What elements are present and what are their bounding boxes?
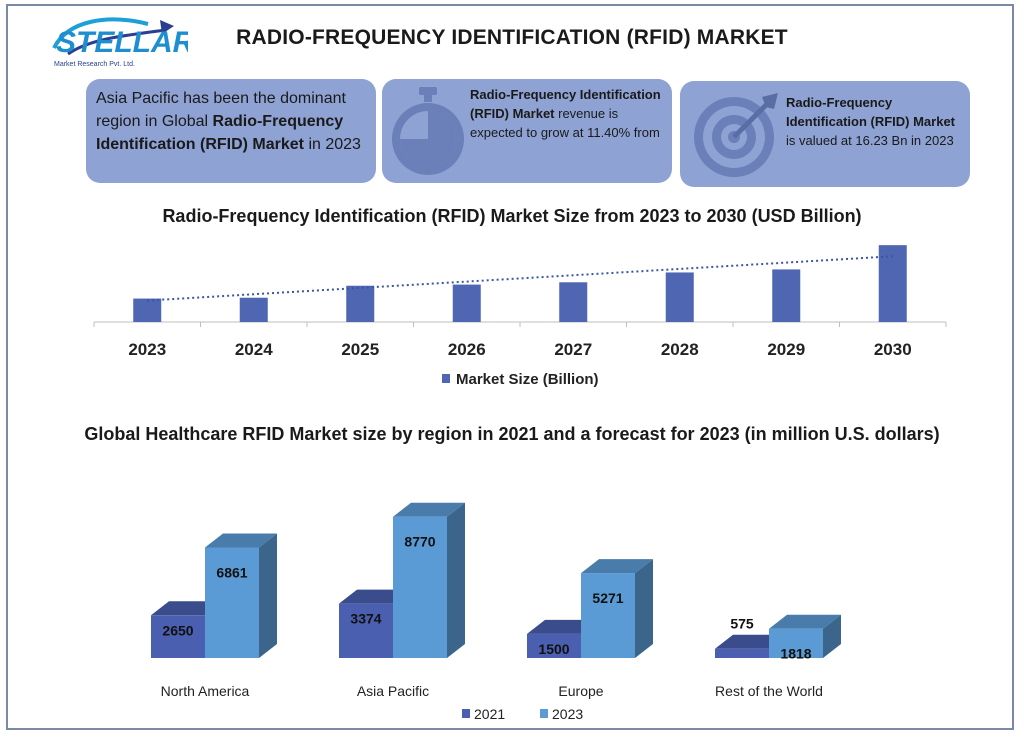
legend-label: 2021 xyxy=(474,706,505,722)
card-text-run: Asia Pacific has been the dominant regio… xyxy=(96,90,346,130)
x-tick-label: 2026 xyxy=(448,340,486,359)
data-label: 1500 xyxy=(538,641,569,657)
bar-2025 xyxy=(346,285,375,322)
bar-2021 xyxy=(527,633,581,658)
info-card-dominant-region: Asia Pacific has been the dominant regio… xyxy=(86,79,376,183)
x-tick-label: Europe xyxy=(558,683,603,699)
stellar-logo: STELLAR Market Research Pvt. Ltd. xyxy=(48,10,195,70)
data-label: 1818 xyxy=(780,646,811,662)
legend-swatch xyxy=(442,374,450,383)
info-card-market-value: Radio-Frequency Identification (RFID) Ma… xyxy=(680,81,970,187)
x-tick-label: 2028 xyxy=(661,340,699,359)
x-tick-label: 2030 xyxy=(874,340,912,359)
data-label: 575 xyxy=(730,616,754,632)
bar-side-2023 xyxy=(259,533,277,658)
card-text-bold: Radio-Frequency Identification (RFID) Ma… xyxy=(96,113,344,153)
bar-top-2023 xyxy=(769,614,841,629)
bar-top-2023 xyxy=(205,533,277,548)
bar-side-2023 xyxy=(635,559,653,658)
market-size-chart: 2023 2024 2025 2026 2027 2028 2029 2030 Market S… xyxy=(90,240,950,400)
bar-2023 xyxy=(205,547,259,658)
market-size-chart-title: Radio-Frequency Identification (RFID) Ma… xyxy=(162,206,862,226)
card-text-bold: Radio-Frequency Identification (RFID) Ma… xyxy=(470,87,661,121)
bar-top-2023 xyxy=(581,559,653,574)
card-text-run: is valued at 16.23 Bn in 2023 xyxy=(786,133,954,148)
bar-side-2023 xyxy=(447,502,465,658)
card-text-run: revenue is expected to grow at 11.40% fr… xyxy=(470,106,660,140)
x-tick-label: 2025 xyxy=(341,340,379,359)
bar-2023 xyxy=(581,573,635,658)
bar-2023 xyxy=(133,298,162,322)
logo-wordmark: STELLAR xyxy=(56,26,188,59)
bar-2029 xyxy=(772,269,801,322)
stopwatch-icon xyxy=(386,85,470,179)
bar-2021 xyxy=(715,648,769,658)
bar-top-2023 xyxy=(393,502,465,517)
data-label: 2650 xyxy=(162,622,193,638)
legend-label: 2023 xyxy=(552,706,583,722)
bar-2030 xyxy=(878,245,907,322)
logo-tagline: Market Research Pvt. Ltd. xyxy=(54,61,135,68)
data-label: 5271 xyxy=(592,590,623,606)
bar-2023 xyxy=(393,516,447,658)
bar-2023 xyxy=(769,628,823,658)
data-label: 3374 xyxy=(350,611,381,627)
bar-2026 xyxy=(452,284,481,322)
x-tick-label: 2024 xyxy=(235,340,273,359)
bar-2021 xyxy=(151,615,205,658)
x-tick-label: Rest of the World xyxy=(715,683,823,699)
regional-chart: 2650 6861 North America 3374 8770 Asia Pacifi… xyxy=(120,490,900,725)
data-label: 8770 xyxy=(404,534,435,550)
target-icon xyxy=(688,87,782,181)
infographic-frame xyxy=(6,4,1014,730)
card-text-bold: Radio-Frequency Identification (RFID) Ma… xyxy=(786,95,956,129)
page-title: RADIO-FREQUENCY IDENTIFICATION (RFID) MA… xyxy=(236,26,788,49)
bar-2028 xyxy=(665,272,694,322)
info-card-text: Radio-Frequency Identification (RFID) Ma… xyxy=(470,85,670,142)
regional-chart-title: Global Healthcare RFID Market size by re… xyxy=(84,424,940,444)
legend-swatch-2021 xyxy=(462,709,470,718)
x-tick-label: North America xyxy=(161,683,250,699)
bar-side-2023 xyxy=(823,614,841,658)
x-tick-label: Asia Pacific xyxy=(357,683,429,699)
legend-label: Market Size (Billion) xyxy=(456,371,599,388)
info-card-growth-rate: Radio-Frequency Identification (RFID) Ma… xyxy=(382,79,672,183)
info-card-text: Asia Pacific has been the dominant regio… xyxy=(96,87,368,156)
x-tick-label: 2029 xyxy=(767,340,805,359)
bar-2027 xyxy=(559,282,588,322)
legend-swatch-2023 xyxy=(540,709,548,718)
x-tick-label: 2027 xyxy=(554,340,592,359)
x-tick-label: 2023 xyxy=(128,340,166,359)
bar-2024 xyxy=(239,297,268,322)
data-label: 6861 xyxy=(216,564,247,580)
bar-2021 xyxy=(339,603,393,658)
card-text-run: in 2023 xyxy=(304,136,361,153)
info-card-text: Radio-Frequency Identification (RFID) Ma… xyxy=(786,93,962,150)
